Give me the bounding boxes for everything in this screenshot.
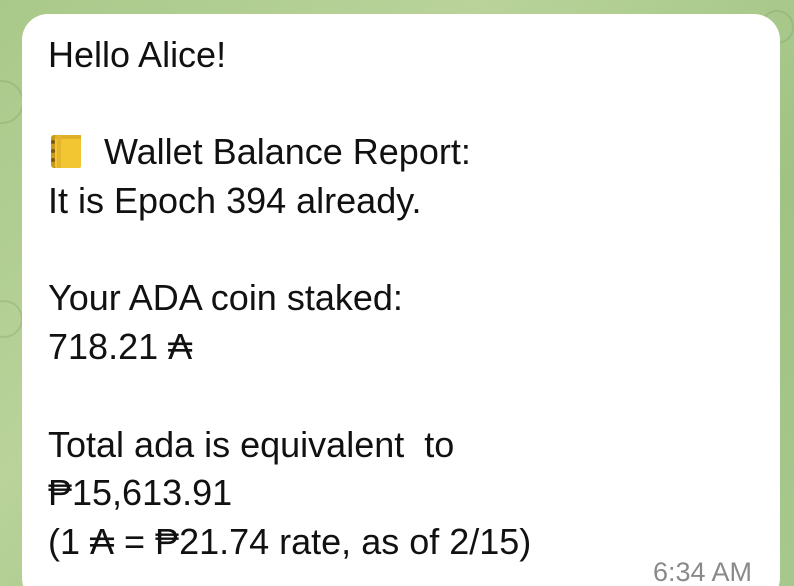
greeting-text: Hello Alice! (48, 34, 227, 75)
message-bubble[interactable]: Hello Alice! Wallet Balance Report: It i… (22, 14, 780, 586)
rate-text: (1 ₳ = ₱21.74 rate, as of 2/15) (48, 520, 532, 562)
equivalent-value: ₱15,613.91 (48, 472, 233, 514)
blank-line (48, 80, 754, 129)
staked-label: Your ADA coin staked: (48, 277, 403, 319)
epoch-text: It is Epoch 394 already. (48, 180, 422, 222)
report-title-line: Wallet Balance Report: (48, 128, 754, 177)
equivalent-label: Total ada is equivalent to (48, 423, 455, 465)
notebook-icon (48, 133, 84, 169)
staked-value: 718.21 ₳ (48, 326, 193, 368)
background-doodle (0, 300, 23, 338)
background-doodle (0, 80, 24, 124)
report-title-text: Wallet Balance Report: (104, 131, 471, 173)
message-timestamp: 6:34 AM (652, 557, 752, 586)
blank-line (48, 372, 754, 421)
blank-line (48, 226, 754, 275)
